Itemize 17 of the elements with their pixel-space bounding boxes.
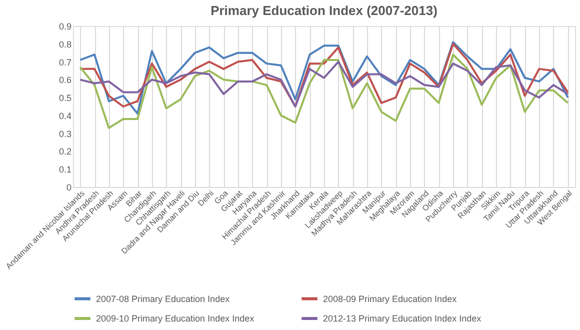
- legend-label: 2008-09 Primary Education Index: [323, 294, 458, 304]
- legend-label: 2012-13 Primary Education Index Index: [323, 314, 482, 324]
- chart-title: Primary Education Index (2007-2013): [210, 3, 438, 18]
- y-tick-label: 0.1: [58, 164, 72, 175]
- line-series: [79, 60, 569, 108]
- y-tick-label: 0.8: [58, 39, 72, 50]
- y-tick-label: 0.5: [58, 93, 72, 104]
- y-tick-label: 0.7: [58, 57, 72, 68]
- y-tick-label: 0: [66, 182, 72, 192]
- line-series: [79, 54, 569, 129]
- y-tick-label: 0.3: [58, 128, 72, 139]
- y-tick-label: 0.2: [58, 146, 72, 157]
- legend-label: 2007-08 Primary Education Index: [96, 294, 230, 304]
- y-tick-label: 0.4: [58, 110, 72, 121]
- legend-label: 2009-10 Primary Education Index Index: [96, 314, 255, 324]
- y-tick-label: 0.9: [58, 22, 72, 32]
- y-tick-label: 0.6: [58, 75, 72, 86]
